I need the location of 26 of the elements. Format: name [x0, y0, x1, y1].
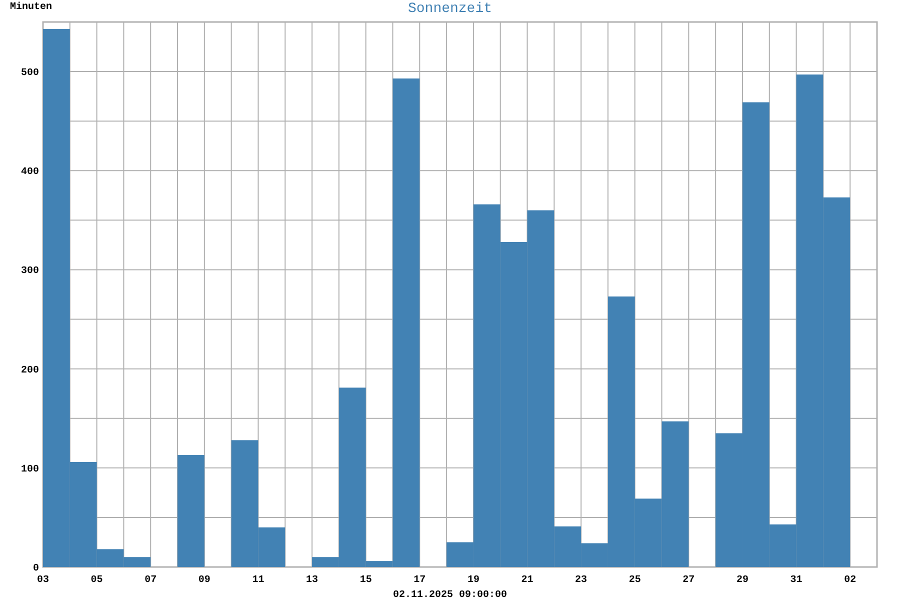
- x-tick-label: 27: [682, 575, 695, 586]
- y-tick-label: 0: [32, 564, 39, 574]
- x-tick-label: 19: [467, 575, 480, 586]
- x-tick-label: 13: [306, 575, 318, 586]
- x-tick-label: 29: [736, 575, 748, 586]
- x-tick-label: 09: [198, 575, 210, 586]
- y-tick-label: 100: [20, 464, 39, 476]
- x-tick-label: 15: [360, 575, 372, 586]
- x-tick-label: 25: [628, 575, 641, 586]
- x-tick-label: 17: [414, 575, 426, 586]
- y-tick-label: 300: [20, 266, 39, 278]
- x-tick-label: 07: [144, 575, 157, 586]
- x-tick-label: 21: [521, 575, 534, 586]
- x-tick-label: 05: [90, 575, 103, 586]
- x-tick-label: 11: [252, 575, 264, 586]
- y-tick-label: 200: [20, 365, 39, 376]
- text: 02.11.2025 09:00:00: [392, 590, 508, 600]
- x-tick-label: 31: [790, 575, 802, 586]
- bar: [178, 455, 204, 567]
- chart-title: Sonnenzeit: [408, 1, 492, 17]
- x-tick-label: 23: [575, 575, 588, 586]
- y-tick-label: 500: [20, 68, 39, 80]
- x-tick-label: 02: [844, 575, 856, 586]
- y-tick-label: 400: [20, 167, 39, 178]
- y-axis-title: Minuten: [10, 1, 52, 13]
- x-tick-label: 03: [36, 575, 50, 586]
